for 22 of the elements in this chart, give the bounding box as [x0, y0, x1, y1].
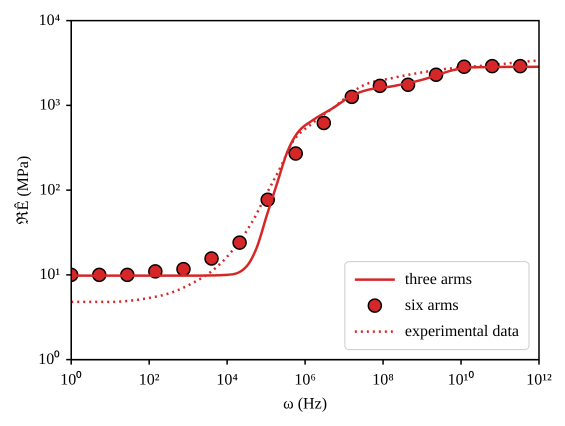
point — [204, 251, 219, 266]
x-tick-label: 10⁰ — [60, 370, 82, 388]
point — [176, 262, 191, 276]
y-tick-label: 10⁰ — [38, 350, 60, 368]
y-tick-label: 10¹ — [39, 266, 60, 284]
y-tick-label: 10² — [39, 181, 60, 198]
point — [288, 146, 303, 161]
x-tick-label: 10² — [138, 371, 160, 388]
legend-label: experimental data — [404, 322, 520, 340]
x-tick-label: 10⁶ — [294, 371, 316, 388]
x-tick-label: 10¹² — [526, 371, 552, 388]
point — [316, 116, 332, 130]
point — [232, 235, 247, 250]
y-axis-title: ℜÊ (MPa) — [14, 156, 32, 224]
y-tick-label: 10⁴ — [38, 12, 61, 29]
x-axis-title: ω (Hz) — [283, 396, 328, 413]
legend-label: three arms — [404, 270, 472, 288]
x-tick-label: 10¹⁰ — [448, 370, 474, 388]
legend-label: six arms — [404, 296, 459, 314]
x-tick-label: 10⁸ — [372, 371, 394, 388]
y-tick-label: 10³ — [39, 96, 60, 114]
x-tick-label: 10⁴ — [216, 371, 238, 388]
